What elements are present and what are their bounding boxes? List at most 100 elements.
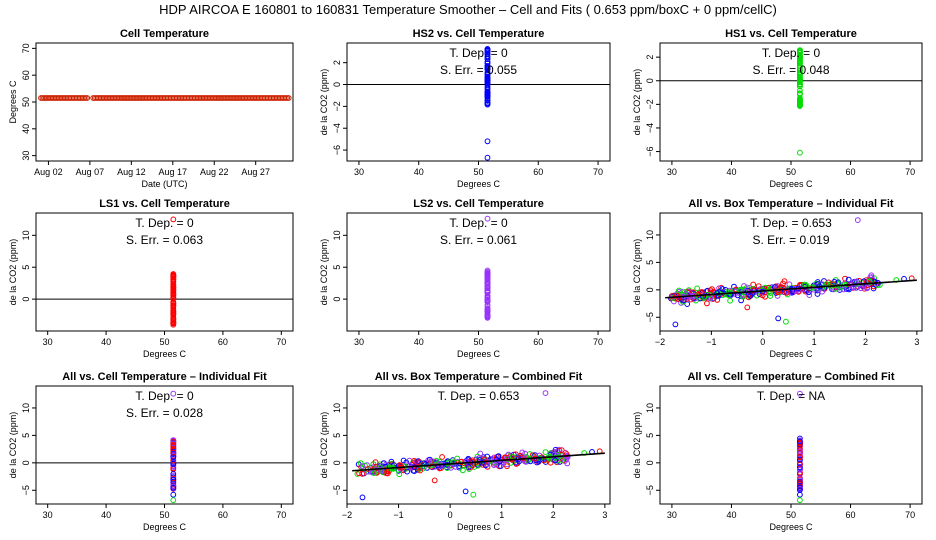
data-point-outlier <box>170 491 177 498</box>
data-point <box>484 305 491 312</box>
data-point <box>819 288 826 295</box>
data-point <box>535 456 542 463</box>
fit-annotation: S. Err. = 0.048 <box>752 63 829 77</box>
fit-annotation: S. Err. = 0.061 <box>440 233 517 247</box>
data-point <box>797 454 803 461</box>
fit-annotation: S. Err. = 0.063 <box>126 233 203 247</box>
fit-annotation: T. Dep. = 0 <box>135 389 194 403</box>
data-point <box>484 270 491 277</box>
x-tick-label: −2 <box>655 337 665 347</box>
fit-annotation: T. Dep. = 0 <box>762 46 821 60</box>
data-point <box>170 303 177 310</box>
data-point <box>484 313 491 319</box>
x-tick-label: Aug 17 <box>159 167 188 177</box>
plot-frame <box>35 42 294 162</box>
data-point <box>170 294 177 301</box>
x-tick-label: 70 <box>276 337 286 347</box>
x-tick-label: 30 <box>354 167 364 177</box>
data-point <box>797 464 803 471</box>
data-point-outlier <box>672 321 679 328</box>
x-tick-label: 0 <box>448 510 453 520</box>
data-point <box>797 438 803 445</box>
data-point <box>170 442 177 449</box>
data-point <box>374 469 380 476</box>
y-tick-label: 10 <box>645 230 655 240</box>
data-point <box>484 46 491 53</box>
data-point <box>170 278 177 285</box>
data-point <box>170 300 177 307</box>
data-point <box>870 285 877 292</box>
x-tick-label: 30 <box>667 510 677 520</box>
x-tick-label: −1 <box>393 510 403 520</box>
data-point <box>170 463 177 470</box>
data-point <box>759 292 766 299</box>
x-tick-label: 70 <box>593 337 603 347</box>
data-point <box>778 287 785 294</box>
fit-annotation: T. Dep. = 0.653 <box>750 216 832 230</box>
data-point <box>797 87 803 94</box>
chart-title: All vs. Cell Temperature – Individual Fi… <box>62 371 267 383</box>
y-tick-label: 10 <box>21 230 31 240</box>
data-point <box>170 284 177 291</box>
chart-title: All vs. Cell Temperature – Combined Fit <box>687 371 894 383</box>
data-point <box>864 279 870 286</box>
y-tick-label: 10 <box>332 230 342 240</box>
x-tick-label: Aug 07 <box>76 167 105 177</box>
data-point <box>797 63 803 69</box>
data-point <box>797 49 803 56</box>
data-point <box>466 466 473 473</box>
data-point <box>454 455 461 462</box>
chart-title: LS2 vs. Cell Temperature <box>413 198 544 210</box>
x-tick-label: 60 <box>846 167 856 177</box>
data-point <box>359 471 366 477</box>
y-axis-label: de la CO2 (ppm) <box>632 412 642 479</box>
x-tick-label: 3 <box>602 510 607 520</box>
y-tick-label: −4 <box>645 123 655 133</box>
chart-panel-p5: LS2 vs. Cell Temperature 30 40 50 60 70 0 5 10 De… <box>319 198 611 359</box>
data-point <box>505 451 512 458</box>
chart-title: HS1 vs. Cell Temperature <box>725 28 857 40</box>
y-tick-label: −2 <box>332 101 342 111</box>
data-point <box>484 296 491 303</box>
data-point <box>404 468 411 475</box>
y-axis-label: de la CO2 (ppm) <box>8 412 18 479</box>
x-tick-label: 40 <box>726 167 736 177</box>
x-tick-label: −1 <box>706 337 716 347</box>
x-tick-label: 0 <box>760 337 765 347</box>
plot-frame <box>659 385 923 505</box>
data-point <box>797 450 803 457</box>
data-point-outlier <box>359 494 366 501</box>
y-axis-label: de la CO2 (ppm) <box>632 69 642 136</box>
fit-annotation: S. Err. = 0.019 <box>752 233 829 247</box>
data-point <box>797 81 803 87</box>
y-axis-label: de la CO2 (ppm) <box>319 69 329 136</box>
data-point <box>797 440 803 447</box>
data-point <box>484 86 491 93</box>
y-axis-label: de la CO2 (ppm) <box>632 239 642 306</box>
data-point-outlier <box>797 149 803 156</box>
data-point <box>700 291 706 297</box>
data-point <box>801 281 808 288</box>
y-tick-label: 0 <box>332 82 342 87</box>
x-axis-label: Degrees C <box>143 522 187 532</box>
data-point <box>481 459 487 466</box>
data-point-outlier <box>484 154 491 161</box>
x-tick-label: 40 <box>414 167 424 177</box>
x-tick-label: 50 <box>159 510 169 520</box>
y-tick-label: −5 <box>645 485 655 495</box>
x-axis-label: Degrees C <box>769 179 813 189</box>
x-tick-label: 60 <box>846 510 856 520</box>
x-tick-label: 70 <box>593 167 603 177</box>
y-tick-label: −2 <box>645 99 655 109</box>
data-point <box>802 283 808 290</box>
data-point <box>484 282 491 289</box>
data-point-outlier <box>462 488 469 495</box>
y-tick-label: 10 <box>332 403 342 413</box>
data-point-outlier <box>470 491 477 498</box>
x-axis-label: Degrees C <box>457 179 501 189</box>
data-point <box>458 459 465 465</box>
y-tick-label: 5 <box>645 433 655 438</box>
x-tick-label: 2 <box>863 337 868 347</box>
data-point-outlier <box>775 315 782 322</box>
data-point <box>484 58 491 65</box>
